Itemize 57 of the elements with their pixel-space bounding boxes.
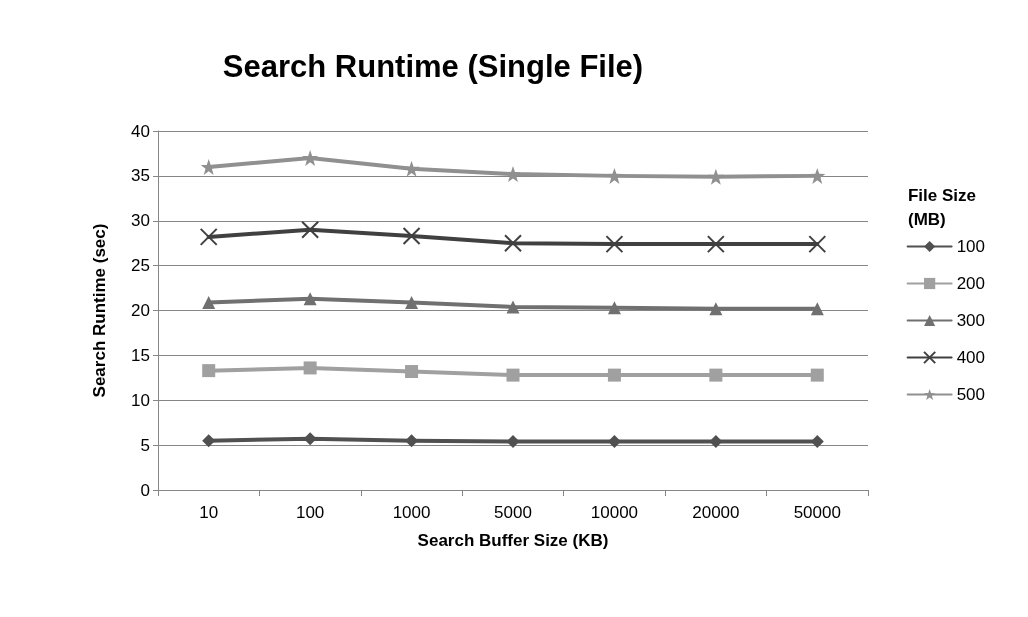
point <box>402 227 421 246</box>
point <box>506 300 520 314</box>
point <box>301 220 320 239</box>
y-tick-label: 5 <box>140 435 150 455</box>
point <box>506 435 520 449</box>
point <box>504 234 522 253</box>
point <box>810 368 824 382</box>
point <box>506 368 520 382</box>
point <box>303 292 317 306</box>
point <box>199 227 218 246</box>
chart-title: Search Runtime (Single File) <box>222 49 644 84</box>
x-tick-label: 20000 <box>692 503 740 522</box>
point <box>707 168 724 185</box>
legend-label: 100 <box>956 237 986 256</box>
y-tick-label: 30 <box>131 211 150 231</box>
y-tick-label: 25 <box>131 256 150 276</box>
point <box>405 365 419 379</box>
legend-label: 400 <box>956 348 986 367</box>
point <box>202 295 216 309</box>
point <box>303 432 317 446</box>
point <box>808 235 827 254</box>
y-tick-label: 15 <box>131 345 150 365</box>
point <box>606 167 623 184</box>
x-axis-title: Search Buffer Size (KB) <box>417 531 609 550</box>
point <box>709 302 723 316</box>
y-tick-label: 10 <box>131 390 150 410</box>
legend-label: 300 <box>956 311 986 330</box>
point <box>709 368 723 382</box>
point <box>302 149 319 166</box>
point <box>303 361 317 375</box>
point <box>202 364 216 378</box>
legend-title: File Size (MB) <box>907 185 977 229</box>
point <box>810 302 824 316</box>
x-tick-label: 10000 <box>590 503 639 522</box>
point <box>809 167 826 184</box>
point <box>706 235 725 254</box>
legend-label: 200 <box>956 274 986 293</box>
x-tick-label: 10 <box>199 503 219 522</box>
point <box>607 301 621 315</box>
point <box>607 435 621 449</box>
x-tick-label: 100 <box>295 503 325 522</box>
point <box>607 368 621 382</box>
y-tick-label: 20 <box>131 301 150 320</box>
legend-label: 500 <box>956 385 986 404</box>
point <box>405 434 419 448</box>
y-tick-label: 0 <box>140 480 150 500</box>
x-tick-label: 1000 <box>392 503 431 522</box>
point <box>605 235 624 254</box>
y-tick-label: 40 <box>131 121 150 141</box>
x-tick-label: 5000 <box>494 503 532 522</box>
point <box>405 295 419 309</box>
point <box>709 435 723 449</box>
x-tick-label: 50000 <box>793 503 841 522</box>
y-axis-title: Search Runtime (sec) <box>90 223 109 398</box>
point <box>202 434 216 448</box>
point <box>810 435 824 449</box>
y-tick-label: 35 <box>131 166 150 186</box>
